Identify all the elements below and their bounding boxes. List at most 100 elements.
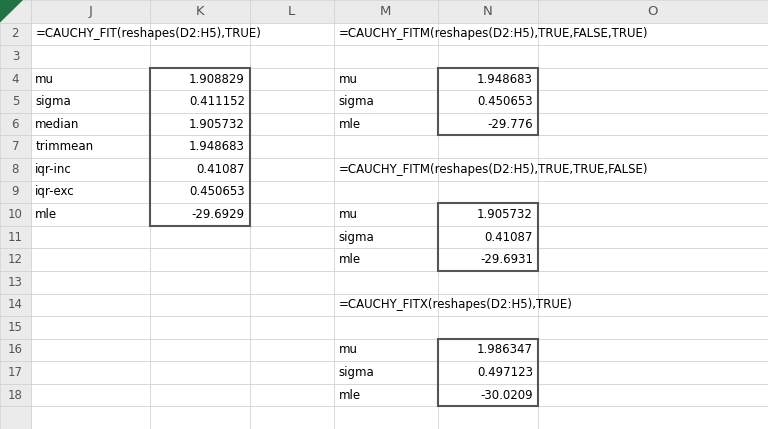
Text: 17: 17 [8, 366, 23, 379]
Bar [438, 203, 538, 271]
Bar [0, 91, 31, 113]
Bar [538, 271, 768, 293]
Text: -29.776: -29.776 [488, 118, 533, 131]
Text: mu: mu [339, 208, 358, 221]
Text: 1.986347: 1.986347 [477, 344, 533, 356]
Bar [438, 158, 538, 181]
Text: 14: 14 [8, 298, 23, 311]
Bar [0, 361, 31, 384]
Bar [334, 68, 438, 91]
Bar [250, 23, 334, 45]
Bar [250, 91, 334, 113]
Text: 7: 7 [12, 140, 19, 153]
Bar [334, 248, 438, 271]
Bar [438, 91, 538, 113]
Bar [334, 136, 438, 158]
Bar [150, 68, 250, 91]
Text: 8: 8 [12, 163, 19, 176]
Bar [538, 361, 768, 384]
Bar [250, 181, 334, 203]
Bar [0, 384, 31, 406]
Bar [31, 158, 150, 181]
Bar [31, 293, 150, 316]
Bar [150, 248, 250, 271]
Bar [0, 203, 31, 226]
Bar [438, 68, 538, 136]
Bar [31, 181, 150, 203]
Bar [250, 45, 334, 68]
Bar [438, 136, 538, 158]
Text: 12: 12 [8, 253, 23, 266]
Bar [538, 203, 768, 226]
Bar [334, 226, 438, 248]
Text: mu: mu [339, 344, 358, 356]
Bar [438, 23, 538, 45]
Bar [438, 338, 538, 361]
Text: 4: 4 [12, 73, 19, 85]
Bar [250, 68, 334, 91]
Text: sigma: sigma [339, 366, 375, 379]
Bar [250, 406, 334, 429]
Bar [334, 271, 438, 293]
Text: 10: 10 [8, 208, 23, 221]
Text: median: median [35, 118, 80, 131]
Bar [31, 361, 150, 384]
Bar [438, 406, 538, 429]
Bar [438, 384, 538, 406]
Bar [334, 0, 438, 23]
Bar [538, 384, 768, 406]
Bar [438, 271, 538, 293]
Text: 1.908829: 1.908829 [189, 73, 245, 85]
Bar [0, 136, 31, 158]
Text: =CAUCHY_FITM(reshapes(D2:H5),TRUE,TRUE,FALSE): =CAUCHY_FITM(reshapes(D2:H5),TRUE,TRUE,F… [339, 163, 648, 176]
Bar [31, 248, 150, 271]
Text: 0.41087: 0.41087 [197, 163, 245, 176]
Bar [150, 203, 250, 226]
Text: mu: mu [35, 73, 55, 85]
Bar [250, 293, 334, 316]
Bar [0, 338, 31, 361]
Bar [0, 406, 31, 429]
Text: 16: 16 [8, 344, 23, 356]
Bar [538, 248, 768, 271]
Bar [150, 316, 250, 338]
Bar [538, 338, 768, 361]
Bar [0, 23, 31, 45]
Text: 0.450653: 0.450653 [190, 185, 245, 199]
Bar [150, 361, 250, 384]
Text: 11: 11 [8, 230, 23, 244]
Bar [538, 136, 768, 158]
Bar [150, 181, 250, 203]
Bar [538, 293, 768, 316]
Bar [250, 248, 334, 271]
Text: 2: 2 [12, 27, 19, 40]
Bar [250, 338, 334, 361]
Bar [250, 361, 334, 384]
Bar [538, 406, 768, 429]
Bar [538, 45, 768, 68]
Text: L: L [288, 5, 296, 18]
Bar [538, 226, 768, 248]
Bar [438, 316, 538, 338]
Text: sigma: sigma [339, 230, 375, 244]
Bar [31, 0, 150, 23]
Bar [0, 158, 31, 181]
Bar [0, 226, 31, 248]
Text: K: K [195, 5, 204, 18]
Text: mle: mle [339, 389, 361, 402]
Bar [150, 226, 250, 248]
Bar [538, 113, 768, 136]
Text: 0.450653: 0.450653 [478, 95, 533, 108]
Text: 9: 9 [12, 185, 19, 199]
Text: 1.948683: 1.948683 [477, 73, 533, 85]
Text: 6: 6 [12, 118, 19, 131]
Text: J: J [88, 5, 92, 18]
Bar [150, 338, 250, 361]
Bar [0, 271, 31, 293]
Bar [438, 293, 538, 316]
Bar [334, 23, 438, 45]
Bar [334, 203, 438, 226]
Bar [250, 316, 334, 338]
Bar [538, 91, 768, 113]
Bar [250, 136, 334, 158]
